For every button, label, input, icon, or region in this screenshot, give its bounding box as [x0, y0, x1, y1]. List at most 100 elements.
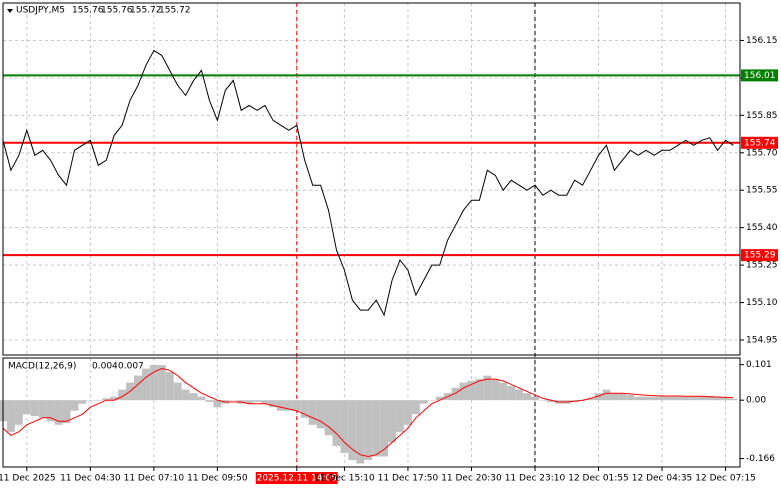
macd-bar [276, 400, 285, 411]
macd-bar [626, 394, 635, 401]
macd-frame [2, 357, 741, 468]
macd-bar [515, 389, 524, 401]
x-tick-label: 12 Dec 04:35 [632, 474, 693, 484]
main-frame [2, 2, 741, 356]
x-tick-label: 11 Dec 04:30 [60, 474, 121, 484]
macd-bar [483, 375, 492, 401]
macd-bar [173, 382, 182, 401]
macd-bar [665, 396, 674, 401]
macd-bar [499, 382, 508, 401]
x-tick-label: 11 Dec 07:10 [124, 474, 185, 484]
macd-bar [721, 397, 730, 401]
macd-bar [435, 396, 444, 401]
macd-bar [54, 400, 63, 425]
macd-bar [475, 379, 484, 401]
macd-bar [538, 400, 547, 401]
macd-bar [411, 400, 420, 415]
macd-bar [197, 396, 206, 401]
macd-bar [292, 400, 301, 411]
macd-bar [729, 398, 738, 401]
macd-bar [189, 393, 198, 401]
y-tick-label: 0.00 [746, 396, 766, 406]
macd-bar [713, 397, 722, 401]
macd-bar [673, 396, 682, 401]
macd-bar [308, 400, 317, 425]
macd-bar [459, 382, 468, 401]
macd-bar [300, 400, 309, 418]
macd-bar [618, 393, 627, 401]
macd-bar [507, 386, 516, 401]
macd-bar [531, 396, 539, 401]
macd-bar [594, 393, 603, 401]
plot [0, 3, 740, 467]
macd-bar [38, 400, 47, 418]
macd-bar [372, 400, 381, 457]
cursor-label-box [255, 472, 338, 484]
macd-bar [94, 400, 103, 401]
macd-bar [245, 400, 254, 404]
macd-bar [419, 400, 428, 404]
macd-bar [165, 372, 174, 401]
level-label: 155.74 [744, 138, 776, 148]
y-tick-label: 0.101 [746, 360, 772, 370]
macd-bar [348, 400, 357, 460]
level-label-box [741, 136, 778, 149]
menu-arrow[interactable] [7, 9, 13, 13]
y-tick-label: 155.10 [746, 298, 778, 308]
y-tick-label: 155.85 [746, 111, 778, 121]
level-label-box [741, 249, 778, 262]
macd-bar [46, 400, 55, 422]
x-tick-label: 11 Dec 20:30 [441, 474, 502, 484]
macd-value: 0.007 [118, 362, 144, 372]
macd-bar [689, 396, 698, 401]
macd-bar [284, 400, 293, 411]
ohlc-value: 155.72 [159, 6, 191, 16]
macd-bar [340, 400, 349, 453]
x-tick-label: 11 Dec 2025 [0, 474, 56, 484]
ohlc-value: 155.72 [130, 6, 162, 16]
macd-bar [268, 400, 277, 408]
macd-bar [149, 365, 158, 401]
macd-bar [451, 387, 460, 401]
macd-bar [610, 393, 619, 401]
macd-bar [213, 400, 222, 408]
macd-bar [364, 400, 373, 460]
ohlc-value: 155.76 [101, 6, 133, 16]
macd-bar [491, 379, 500, 401]
macd-bar [102, 398, 111, 401]
y-tick-label: 155.40 [746, 223, 778, 233]
macd-bar [6, 400, 15, 432]
x-tick-label: 11 Dec 17:50 [378, 474, 439, 484]
macd-bar [642, 396, 651, 401]
y-tick-label: 156.15 [746, 36, 778, 46]
level-label-box [741, 69, 778, 82]
ohlc-value: 155.76 [72, 6, 104, 16]
y-tick-label: 155.55 [746, 186, 778, 196]
macd-bar [86, 400, 95, 401]
macd-bar [261, 400, 269, 404]
macd-bar [229, 400, 238, 401]
macd-bar [134, 375, 142, 401]
macd-bar [634, 396, 643, 401]
macd-bar [650, 396, 659, 401]
macd-bar [658, 396, 666, 401]
x-tick-label: 12 Dec 07:15 [695, 474, 756, 484]
x-tick-label: 11 Dec 09:50 [187, 474, 248, 484]
macd-bar [546, 400, 555, 402]
macd-bar [22, 400, 31, 415]
macd-bar [332, 400, 341, 446]
y-tick-label: 155.70 [746, 148, 778, 158]
x-tick-label: 2025.12.11 14:05 [257, 474, 337, 484]
level-label: 155.29 [744, 251, 776, 261]
macd-bar [388, 400, 397, 443]
macd-bar [30, 400, 39, 417]
signal-line [2, 367, 734, 458]
macd-bar [324, 400, 333, 436]
macd-bar [586, 398, 595, 401]
level-label: 156.01 [744, 71, 776, 81]
macd-bar [118, 389, 127, 401]
macd-bar [205, 400, 214, 402]
macd-bar [78, 400, 87, 404]
y-tick-label: 154.95 [746, 336, 778, 346]
macd-bar [705, 395, 714, 401]
